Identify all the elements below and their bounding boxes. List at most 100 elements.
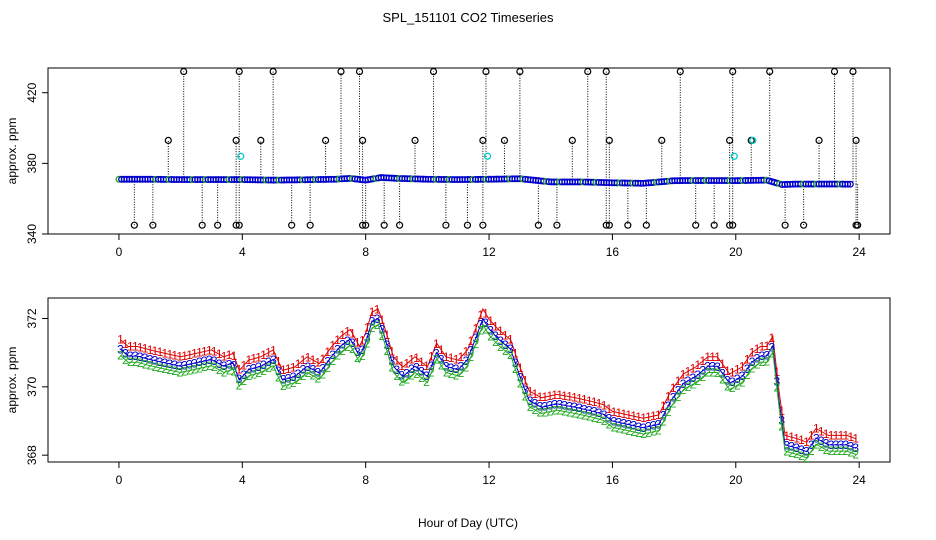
- series-2-point: 2: [260, 364, 267, 378]
- x-tick-label: 0: [116, 245, 123, 259]
- series-3-point: 3: [665, 399, 672, 413]
- spike-low-point: [306, 221, 314, 229]
- spike-high-point: [766, 67, 774, 76]
- series-3-point: 3: [418, 365, 425, 379]
- series-1-point: 1: [566, 390, 573, 404]
- series-2-point: 2: [783, 444, 790, 458]
- series-3-point: 3: [117, 342, 124, 356]
- series-2-point: 2: [847, 446, 854, 460]
- series-2-point: 2: [561, 404, 568, 418]
- series-1-point: 1: [305, 350, 312, 364]
- series-2-point: 2: [813, 437, 820, 451]
- series-2-point: 2: [556, 404, 563, 418]
- series-3-point: 3: [438, 353, 445, 367]
- series-1-point: 1: [645, 410, 652, 424]
- series-1-point: 1: [843, 428, 850, 442]
- series-1-point: 1: [532, 387, 539, 401]
- series-1-point: 1: [472, 321, 479, 335]
- series-2-point: 2: [181, 365, 188, 379]
- series-2-point: 2: [438, 359, 445, 373]
- series-2-point: 2: [502, 344, 509, 358]
- series-3-point: 3: [374, 312, 381, 326]
- series-3-point: 3: [680, 377, 687, 391]
- series-1-point: 1: [275, 355, 282, 369]
- series-1-point: 1: [517, 361, 524, 375]
- series-2-point: 2: [245, 369, 252, 383]
- series-2-point: 2: [255, 366, 262, 380]
- series-3-point: 3: [793, 441, 800, 455]
- series-2-point: 2: [137, 356, 144, 370]
- series-1-point: 1: [433, 337, 440, 351]
- series-1-point: 1: [487, 314, 494, 328]
- series-1-point: 1: [319, 352, 326, 366]
- series-3-point: 3: [191, 356, 198, 370]
- x-tick-label: 0: [116, 473, 123, 487]
- series-1-point: 1: [349, 326, 356, 340]
- spike-low-point: [362, 221, 370, 229]
- x-tick-label: 16: [606, 473, 620, 487]
- spike-high-point: [235, 67, 243, 76]
- series-3-point: 3: [127, 349, 134, 363]
- series-3-point: 3: [754, 352, 761, 366]
- spike-mid-point: [852, 136, 860, 145]
- series-3-point: 3: [250, 361, 257, 375]
- series-2-point: 2: [443, 366, 450, 380]
- spike-low-point: [729, 221, 737, 229]
- series-3-point: 3: [601, 408, 608, 422]
- series-2-point: 2: [788, 446, 795, 460]
- series-3-point: 3: [808, 438, 815, 452]
- series-1-point: 1: [818, 424, 825, 438]
- series-3-point: 3: [838, 438, 845, 452]
- series-3-point: 3: [398, 369, 405, 383]
- series-1-point: 1: [260, 348, 267, 362]
- series-3-point: 3: [364, 330, 371, 344]
- series-3-point: 3: [443, 359, 450, 373]
- spike-low-point: [149, 221, 157, 229]
- spike-mid-point: [232, 136, 240, 145]
- series-3-point: 3: [670, 391, 677, 405]
- series-3-point: 3: [221, 359, 228, 373]
- series-2-point: 2: [413, 367, 420, 381]
- series-1-point: 1: [482, 307, 489, 321]
- series-3-point: 3: [211, 354, 218, 368]
- spike-high-point: [849, 67, 857, 76]
- series-1-point: 1: [685, 364, 692, 378]
- series-1-point: 1: [339, 328, 346, 342]
- series-2-point: 2: [393, 369, 400, 383]
- spike-high-point: [830, 67, 839, 76]
- series-3-point: 3: [591, 405, 598, 419]
- series-2-point: 2: [803, 451, 810, 465]
- series-1-point: 1: [542, 390, 549, 404]
- series-2-point: 2: [171, 364, 178, 378]
- series-3-point: 3: [379, 323, 386, 337]
- series-3-point: 3: [369, 315, 376, 329]
- series-2-point: 2: [226, 364, 233, 378]
- series-3-point: 3: [132, 349, 139, 363]
- series-1-point: 1: [428, 350, 435, 364]
- series-1-point: 1: [324, 345, 331, 359]
- x-tick-label: 12: [482, 473, 496, 487]
- series-1-point: 1: [823, 427, 830, 441]
- series-2-point: 2: [828, 444, 835, 458]
- series-1-point: 1: [127, 340, 134, 354]
- series-3-point: 3: [196, 355, 203, 369]
- series-2-point: 2: [428, 365, 435, 379]
- series-3-point: 3: [315, 365, 322, 379]
- series-1-point: 1: [290, 360, 297, 374]
- series-1-point: 1: [408, 353, 415, 367]
- x-tick-label: 8: [362, 245, 369, 259]
- series-3-point: 3: [546, 398, 553, 412]
- series-2-point: 2: [285, 378, 292, 392]
- series-1-point: 1: [729, 365, 736, 379]
- series-1-point: 1: [226, 348, 233, 362]
- series-2-point: 2: [408, 368, 415, 382]
- series-3-point: 3: [724, 373, 731, 387]
- spike-low-point: [553, 221, 561, 229]
- series-2-point: 2: [566, 405, 573, 419]
- bottom-panel-ylabel: approx. ppm: [5, 347, 19, 414]
- series-2-point: 2: [778, 420, 785, 434]
- series-3-point: 3: [265, 355, 272, 369]
- series-1-point: 1: [769, 331, 776, 345]
- top-panel-ylabel: approx. ppm: [5, 118, 19, 185]
- series-1-point: 1: [695, 358, 702, 372]
